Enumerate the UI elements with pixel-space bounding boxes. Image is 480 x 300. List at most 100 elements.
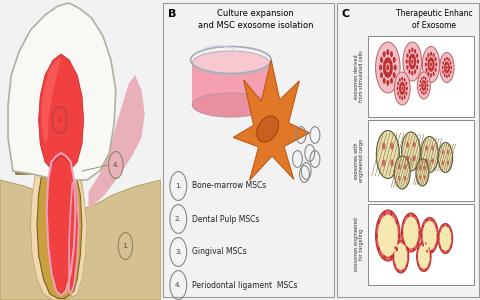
Circle shape xyxy=(384,255,385,260)
Circle shape xyxy=(425,91,427,94)
Circle shape xyxy=(378,220,380,224)
Circle shape xyxy=(375,210,400,261)
Circle shape xyxy=(427,53,430,57)
Circle shape xyxy=(432,65,434,69)
Circle shape xyxy=(411,65,413,70)
Polygon shape xyxy=(42,57,61,144)
Circle shape xyxy=(419,231,420,234)
Circle shape xyxy=(430,57,432,61)
Circle shape xyxy=(429,247,430,250)
Circle shape xyxy=(427,62,430,67)
Text: 2.: 2. xyxy=(56,117,63,123)
Circle shape xyxy=(376,130,399,178)
Circle shape xyxy=(444,63,446,67)
Circle shape xyxy=(403,217,419,248)
Text: C: C xyxy=(342,9,350,19)
Circle shape xyxy=(425,68,428,72)
Polygon shape xyxy=(69,183,79,291)
Circle shape xyxy=(408,255,409,258)
Circle shape xyxy=(423,92,425,95)
Text: 1.: 1. xyxy=(175,183,182,189)
Circle shape xyxy=(383,78,385,84)
Circle shape xyxy=(413,64,415,69)
Circle shape xyxy=(432,58,433,62)
Circle shape xyxy=(413,214,414,217)
Circle shape xyxy=(417,241,419,245)
Circle shape xyxy=(442,61,444,65)
Circle shape xyxy=(440,245,441,248)
Circle shape xyxy=(421,86,423,89)
Circle shape xyxy=(388,58,391,64)
Circle shape xyxy=(422,224,424,227)
Circle shape xyxy=(399,89,401,93)
Circle shape xyxy=(424,87,426,91)
Circle shape xyxy=(414,59,416,64)
Polygon shape xyxy=(13,12,109,177)
Circle shape xyxy=(432,67,433,71)
Circle shape xyxy=(403,220,405,224)
Circle shape xyxy=(409,56,411,61)
Circle shape xyxy=(450,61,452,65)
Circle shape xyxy=(390,61,393,67)
Circle shape xyxy=(419,84,421,87)
Circle shape xyxy=(394,246,396,249)
Circle shape xyxy=(400,91,402,95)
Circle shape xyxy=(399,78,401,82)
Circle shape xyxy=(411,53,413,58)
Polygon shape xyxy=(31,156,85,300)
Circle shape xyxy=(425,242,427,245)
Circle shape xyxy=(406,246,408,249)
Circle shape xyxy=(447,62,449,65)
Circle shape xyxy=(421,268,422,271)
Circle shape xyxy=(427,84,429,87)
Circle shape xyxy=(421,218,438,254)
Circle shape xyxy=(438,224,453,254)
Circle shape xyxy=(416,53,418,58)
Circle shape xyxy=(407,65,408,70)
Circle shape xyxy=(417,242,431,272)
Circle shape xyxy=(447,224,448,227)
Circle shape xyxy=(437,234,438,237)
Circle shape xyxy=(406,142,409,148)
Circle shape xyxy=(426,80,428,83)
Polygon shape xyxy=(47,156,75,294)
Circle shape xyxy=(422,244,424,247)
Circle shape xyxy=(401,132,420,171)
Circle shape xyxy=(401,86,403,91)
Bar xyxy=(192,63,269,105)
Circle shape xyxy=(432,62,435,67)
Circle shape xyxy=(404,95,406,99)
Circle shape xyxy=(424,175,426,179)
Circle shape xyxy=(396,220,398,224)
Circle shape xyxy=(408,69,410,74)
Circle shape xyxy=(426,88,428,91)
Circle shape xyxy=(419,175,421,179)
Circle shape xyxy=(423,80,425,83)
Circle shape xyxy=(440,52,454,83)
Circle shape xyxy=(425,86,426,89)
Circle shape xyxy=(447,250,448,253)
Circle shape xyxy=(406,155,409,161)
Circle shape xyxy=(446,70,448,74)
Circle shape xyxy=(400,82,402,86)
Circle shape xyxy=(411,59,413,64)
Circle shape xyxy=(406,82,408,86)
Circle shape xyxy=(444,74,445,77)
Circle shape xyxy=(418,247,419,250)
Text: Periodontal ligament  MSCs: Periodontal ligament MSCs xyxy=(192,280,298,290)
Circle shape xyxy=(390,142,394,150)
Circle shape xyxy=(411,71,413,76)
Circle shape xyxy=(444,58,445,61)
Circle shape xyxy=(408,214,409,217)
Circle shape xyxy=(408,49,410,54)
Circle shape xyxy=(390,64,393,70)
Text: Bone-marrow MSCs: Bone-marrow MSCs xyxy=(192,182,266,190)
Polygon shape xyxy=(8,3,116,180)
Circle shape xyxy=(432,158,434,164)
Polygon shape xyxy=(37,159,81,298)
Ellipse shape xyxy=(192,93,269,117)
Circle shape xyxy=(382,159,385,167)
Circle shape xyxy=(396,86,398,91)
Circle shape xyxy=(402,82,404,86)
Circle shape xyxy=(444,68,446,71)
